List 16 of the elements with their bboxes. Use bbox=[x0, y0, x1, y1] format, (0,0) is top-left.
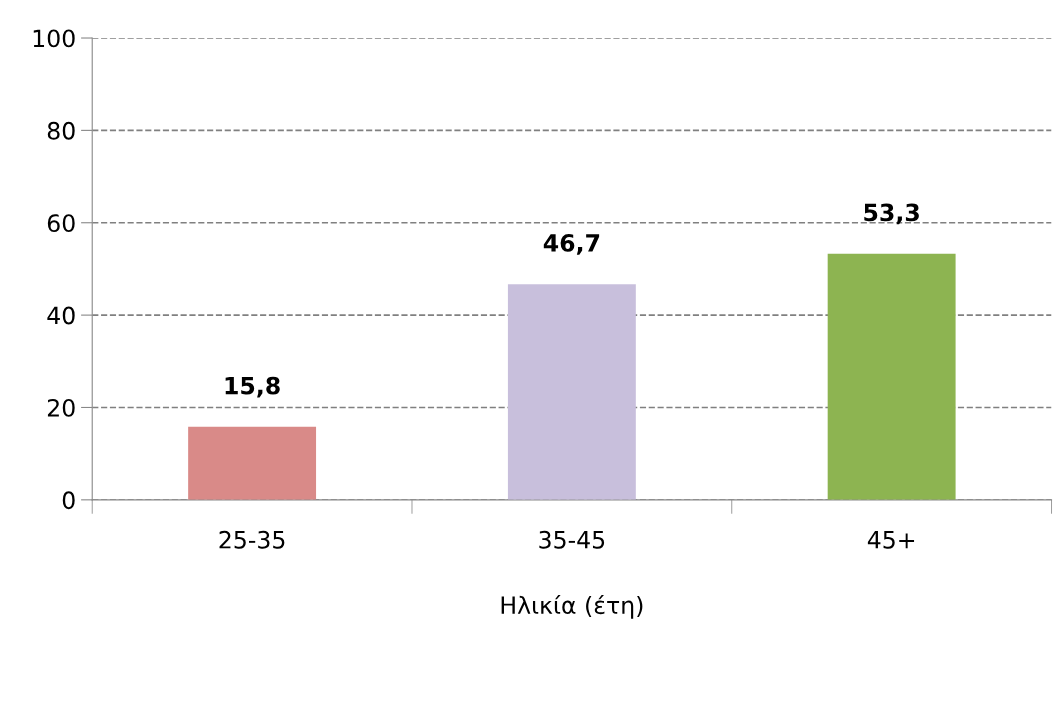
data-label: 46,7 bbox=[543, 233, 600, 255]
y-tick-label: 0 bbox=[62, 491, 75, 510]
x-axis-title: Ηλικία (έτη) bbox=[501, 594, 643, 619]
y-tick-label: 100 bbox=[33, 29, 75, 48]
y-tick-label: 60 bbox=[47, 214, 75, 233]
x-tick-label: 35-45 bbox=[539, 530, 605, 549]
y-tick-label: 20 bbox=[47, 398, 75, 417]
bar bbox=[507, 284, 636, 500]
data-label: 53,3 bbox=[864, 203, 919, 225]
y-tick-label: 80 bbox=[47, 121, 75, 140]
y-tick-label: 40 bbox=[47, 306, 75, 325]
x-tick-label: 25-35 bbox=[219, 530, 285, 549]
x-tick-label: 45+ bbox=[867, 531, 915, 549]
data-label: 15,8 bbox=[225, 376, 280, 398]
bar bbox=[188, 426, 317, 500]
bar bbox=[827, 253, 956, 500]
